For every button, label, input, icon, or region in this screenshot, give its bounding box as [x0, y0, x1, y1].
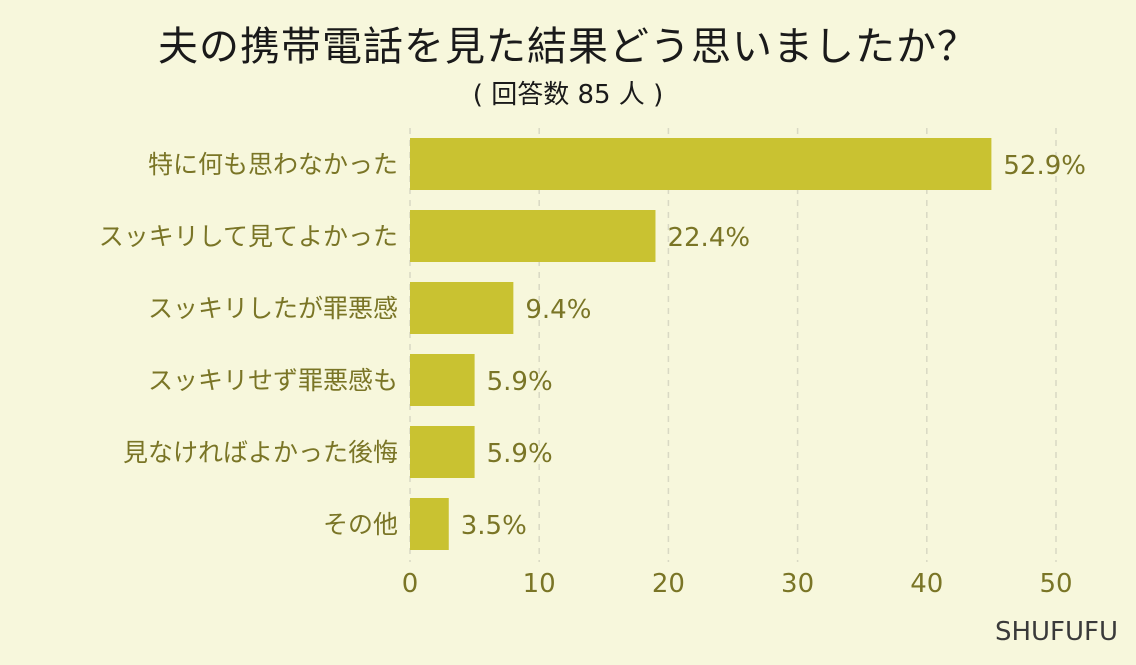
category-label: スッキリせず罪悪感も [148, 366, 398, 395]
chart-title: 夫の携帯電話を見た結果どう思いましたか？ [158, 24, 978, 70]
bar [410, 138, 992, 190]
bar [410, 210, 656, 262]
x-tick-label: 0 [402, 569, 419, 599]
data-label: 52.9% [1003, 151, 1086, 181]
data-label: 22.4% [667, 223, 750, 253]
category-label: スッキリして見てよかった [99, 222, 398, 251]
data-label: 5.9% [487, 439, 553, 469]
bar [410, 426, 475, 478]
data-label: 5.9% [487, 367, 553, 397]
bar [410, 282, 514, 334]
x-tick-label: 20 [652, 569, 685, 599]
bar [410, 354, 475, 406]
x-tick-label: 10 [523, 569, 556, 599]
category-label: 特に何も思わなかった [148, 150, 398, 179]
x-tick-label: 30 [781, 569, 814, 599]
category-label: その他 [323, 510, 398, 539]
category-label: 見なければよかった後悔 [123, 438, 398, 467]
data-label: 9.4% [525, 295, 591, 325]
bar [410, 498, 449, 550]
category-label: スッキリしたが罪悪感 [148, 294, 398, 323]
chart-subtitle: ( 回答数 85 人 ) [472, 80, 664, 110]
brand-logo: SHUFUFU [994, 617, 1118, 647]
data-label: 3.5% [461, 511, 527, 541]
x-tick-label: 40 [910, 569, 943, 599]
x-tick-label: 50 [1039, 569, 1072, 599]
